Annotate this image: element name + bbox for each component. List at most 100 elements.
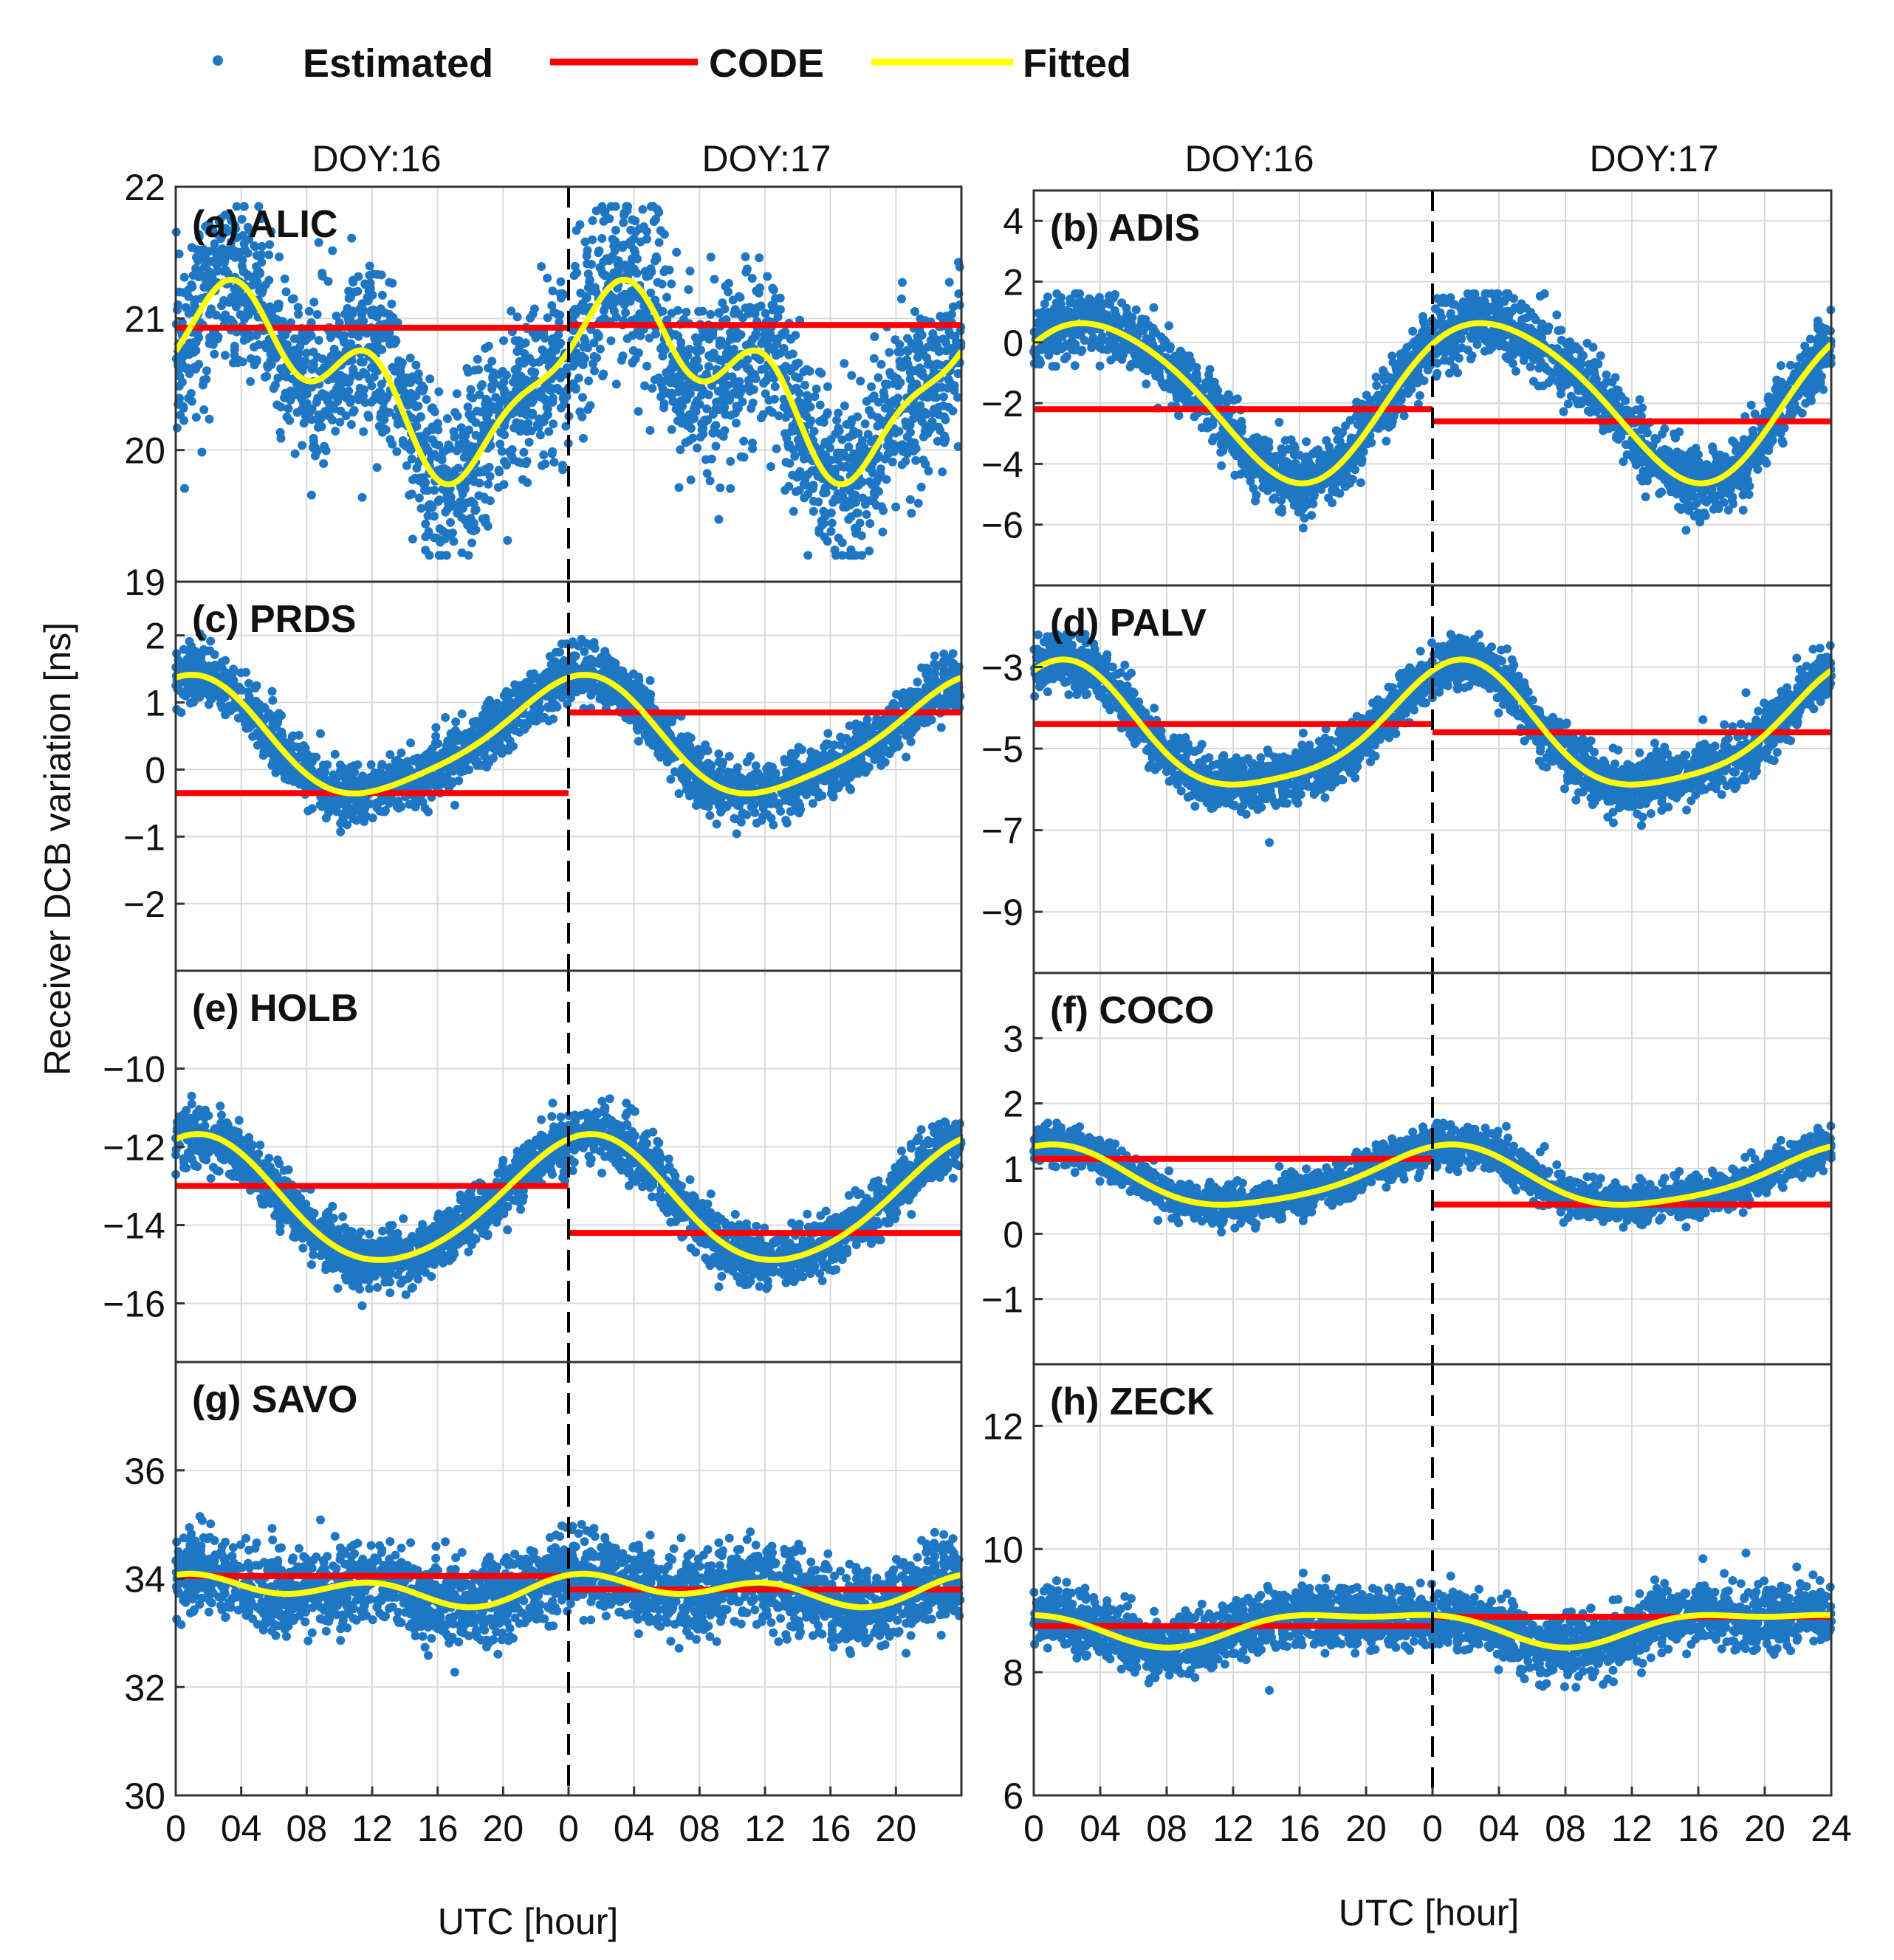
estimated-point <box>347 233 357 243</box>
estimated-point <box>699 331 709 341</box>
estimated-point <box>741 303 750 313</box>
estimated-point <box>260 340 270 349</box>
estimated-point <box>1701 496 1710 506</box>
estimated-point <box>217 301 227 311</box>
estimated-point <box>1484 339 1494 348</box>
estimated-point <box>1164 321 1174 331</box>
estimated-point <box>273 303 283 313</box>
estimated-point <box>1482 289 1492 298</box>
estimated-point <box>704 362 713 371</box>
estimated-point <box>405 354 415 362</box>
estimated-point <box>516 419 526 429</box>
estimated-point <box>840 359 849 368</box>
estimated-point <box>902 355 912 365</box>
estimated-point <box>888 457 897 467</box>
estimated-point <box>690 358 699 368</box>
estimated-point <box>1371 372 1381 382</box>
estimated-point <box>938 467 947 477</box>
estimated-point <box>1445 368 1454 378</box>
estimated-point <box>1097 306 1106 316</box>
estimated-point <box>230 341 239 351</box>
estimated-point <box>788 470 797 480</box>
estimated-point <box>784 442 794 452</box>
estimated-point <box>668 388 676 398</box>
estimated-point <box>1217 461 1226 470</box>
day-label-right-17: DOY:17 <box>1589 138 1718 179</box>
panel-title: (a) ALIC <box>192 203 337 246</box>
estimated-point <box>862 396 871 406</box>
estimated-point <box>1062 352 1071 362</box>
estimated-point <box>184 309 193 318</box>
estimated-point <box>819 488 828 498</box>
estimated-point <box>1571 342 1579 351</box>
estimated-point <box>340 331 349 340</box>
estimated-point <box>190 362 199 372</box>
estimated-point <box>427 452 436 461</box>
estimated-point <box>911 455 921 465</box>
estimated-point <box>725 396 734 405</box>
estimated-point <box>948 302 958 312</box>
estimated-point <box>1324 493 1334 503</box>
estimated-point <box>366 283 375 293</box>
estimated-point <box>654 238 664 247</box>
estimated-point <box>1051 362 1060 371</box>
estimated-point <box>610 246 620 255</box>
estimated-point <box>744 364 753 373</box>
estimated-point <box>1709 504 1718 514</box>
estimated-point <box>759 379 769 388</box>
estimated-point <box>618 243 628 252</box>
estimated-point <box>939 392 948 402</box>
estimated-point <box>494 465 504 475</box>
estimated-point <box>349 365 358 374</box>
estimated-point <box>1621 396 1630 405</box>
estimated-point <box>842 499 851 509</box>
estimated-point <box>1815 381 1825 390</box>
estimated-point <box>437 453 447 463</box>
estimated-point <box>374 388 384 397</box>
estimated-point <box>702 469 712 478</box>
estimated-point <box>1511 366 1520 376</box>
estimated-point <box>423 511 433 520</box>
estimated-point <box>548 286 557 296</box>
estimated-point <box>461 516 470 526</box>
estimated-point <box>1777 436 1787 446</box>
estimated-point <box>803 470 812 479</box>
estimated-point <box>858 493 868 503</box>
estimated-point <box>415 385 425 395</box>
estimated-point <box>331 427 340 436</box>
estimated-point <box>611 225 620 235</box>
estimated-point <box>579 433 588 443</box>
estimated-point <box>834 408 843 418</box>
estimated-point <box>786 334 795 343</box>
estimated-point <box>830 546 840 554</box>
estimated-point <box>349 306 358 316</box>
estimated-point <box>599 216 608 226</box>
estimated-point <box>734 292 744 301</box>
estimated-point <box>761 309 770 318</box>
estimated-point <box>586 401 595 410</box>
estimated-point <box>1044 351 1054 360</box>
estimated-point <box>833 427 843 436</box>
estimated-point <box>834 495 843 504</box>
estimated-point <box>1205 365 1215 374</box>
estimated-point <box>611 379 621 389</box>
estimated-point <box>732 402 741 411</box>
estimated-point <box>1517 301 1527 311</box>
estimated-point <box>312 397 321 407</box>
estimated-point <box>421 546 430 555</box>
estimated-point <box>1387 351 1397 361</box>
estimated-point <box>292 355 301 365</box>
estimated-point <box>763 272 772 281</box>
estimated-point <box>202 366 211 376</box>
estimated-point <box>741 267 751 277</box>
estimated-point <box>503 536 512 545</box>
estimated-point <box>632 269 642 278</box>
estimated-point <box>434 387 444 396</box>
estimated-point <box>262 371 272 381</box>
estimated-point <box>556 338 566 348</box>
estimated-point <box>388 439 397 449</box>
estimated-point <box>619 218 628 227</box>
estimated-point <box>346 420 356 429</box>
estimated-point <box>869 391 879 401</box>
